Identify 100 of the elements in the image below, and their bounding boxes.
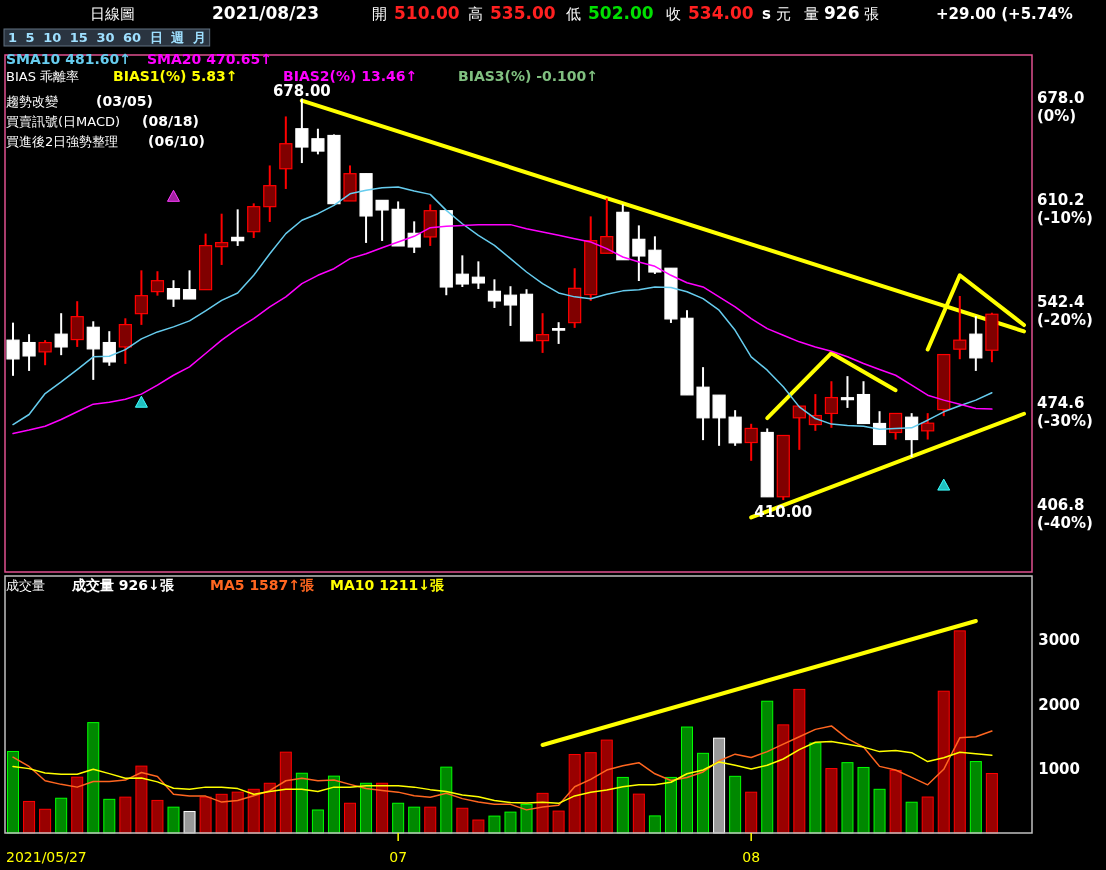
bar	[424, 806, 437, 834]
y-tick-label: 406.8	[1037, 495, 1085, 514]
y-tick-label: 678.0	[1037, 89, 1085, 108]
annotation: (03/05)	[96, 93, 153, 109]
annotation: 買進後2日強勢整理	[6, 134, 119, 149]
text: 926	[824, 3, 860, 23]
bar	[504, 811, 517, 834]
candlestick	[22, 333, 36, 372]
candlestick	[182, 269, 197, 300]
bar	[183, 810, 196, 834]
candlestick	[953, 294, 967, 361]
bar	[809, 742, 822, 834]
text: 收	[666, 5, 681, 23]
bar	[151, 799, 164, 834]
y2-tick-label: (-30%)	[1037, 412, 1093, 431]
bar	[327, 775, 340, 834]
candlestick	[118, 317, 132, 365]
text: MA5 1587↑張	[210, 577, 316, 593]
candlestick	[263, 164, 277, 223]
text: 日線圖	[90, 5, 135, 23]
bar	[167, 806, 180, 834]
text: 510.00	[394, 3, 460, 23]
candlestick	[535, 312, 550, 354]
text: 高	[468, 5, 483, 23]
candlestick	[311, 127, 325, 156]
candlestick	[150, 270, 165, 297]
bar	[552, 810, 565, 834]
bar	[841, 762, 854, 834]
candlestick	[889, 412, 903, 441]
candlestick	[231, 208, 245, 247]
bar	[103, 798, 116, 834]
annotation: BIAS3(%) -0.100↑	[458, 68, 599, 84]
point	[937, 478, 951, 491]
bar	[55, 797, 68, 834]
candlestick	[102, 330, 116, 367]
bar	[360, 782, 373, 834]
bar	[777, 724, 790, 834]
candlestick	[134, 269, 148, 326]
bar	[889, 769, 902, 834]
bar	[119, 796, 132, 834]
candlestick	[744, 422, 758, 462]
bar	[680, 726, 693, 834]
bar	[488, 815, 501, 834]
annotation: 趨勢改變	[6, 94, 58, 109]
candlestick	[552, 321, 566, 345]
text: SMA20 470.65↑	[146, 51, 272, 67]
candlestick	[70, 300, 84, 348]
candlestick	[166, 279, 181, 308]
bar	[713, 737, 726, 834]
bar	[568, 753, 581, 834]
bar	[279, 751, 292, 834]
bar	[7, 750, 20, 834]
bar	[632, 793, 645, 834]
bar	[937, 690, 950, 834]
candlestick	[375, 199, 389, 242]
candlestick	[921, 412, 935, 441]
candlestick	[38, 339, 52, 367]
annotation: 成交量	[6, 578, 45, 593]
text: +29.00 (+5.74%	[936, 5, 1073, 23]
bar	[857, 766, 870, 834]
text: 元	[776, 5, 791, 23]
bar	[263, 782, 276, 834]
candlestick	[455, 254, 469, 288]
text: 量	[804, 5, 819, 23]
text: 張	[864, 5, 879, 23]
text: 低	[566, 5, 581, 23]
candlestick	[648, 235, 662, 275]
bar	[295, 772, 308, 834]
line-series	[12, 223, 993, 435]
candlestick	[792, 405, 806, 451]
candlestick	[872, 410, 887, 446]
bar	[664, 776, 677, 834]
line-series	[12, 725, 993, 811]
candlestick	[503, 285, 518, 327]
y2-tick-label: (-20%)	[1037, 310, 1093, 329]
candlestick	[632, 224, 646, 282]
annotation: 678.00	[272, 82, 331, 101]
candlestick	[295, 97, 309, 165]
bar	[825, 768, 838, 834]
bar	[520, 803, 533, 834]
x-tick-label: 07	[389, 849, 408, 865]
annotation: BIAS 乖離率	[6, 69, 80, 84]
y-tick-label: 3000	[1038, 631, 1080, 650]
text: 502.00	[588, 3, 654, 23]
bar	[215, 793, 228, 834]
candlestick	[969, 315, 983, 372]
bar	[584, 752, 597, 834]
bar	[247, 788, 260, 834]
point	[134, 395, 148, 408]
text: 1 5 10 15 30 60 日 週 月	[8, 30, 206, 45]
point	[166, 189, 180, 202]
annotation: 成交量 926↓張	[71, 577, 175, 593]
candlestick	[712, 394, 726, 447]
bar	[761, 700, 774, 834]
y-tick-label: 610.2	[1037, 191, 1085, 210]
bar	[745, 791, 758, 834]
y2-tick-label: (-40%)	[1037, 513, 1093, 532]
bar	[616, 776, 629, 834]
annotation: BIAS1(%) 5.83↑	[113, 68, 238, 84]
bar	[71, 776, 84, 834]
